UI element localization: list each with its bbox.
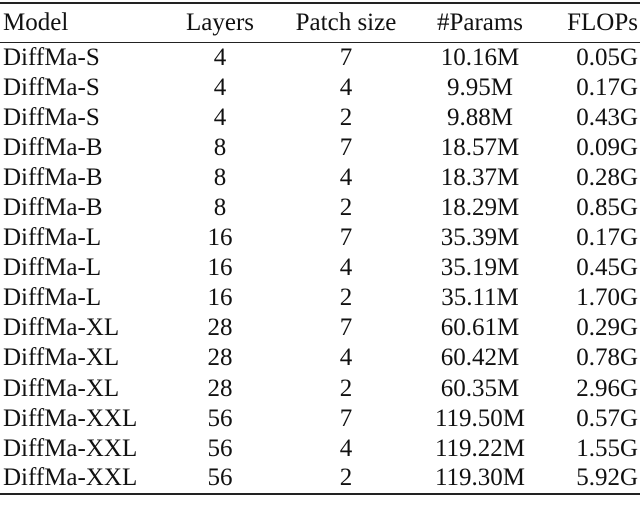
header-model: Model [3,9,69,36]
table-row: DiffMa-B 8 7 18.57M 0.09G [0,133,640,163]
table-row: DiffMa-XL 28 4 60.42M 0.78G [0,343,640,373]
cell-model: DiffMa-S [3,73,100,101]
cell-model: DiffMa-B [3,133,103,161]
cell-params: 60.35M [440,374,520,402]
cell-model: DiffMa-XXL [3,434,138,462]
cell-flops: 2.96G [576,374,638,402]
cell-patch-size: 2 [339,284,353,312]
cell-flops: 0.57G [576,404,638,432]
cell-flops: 0.78G [576,344,638,372]
cell-layers: 28 [207,314,233,342]
cell-patch-size: 7 [339,314,353,342]
cell-layers: 28 [207,374,233,402]
cell-flops: 0.05G [576,43,638,71]
table-header: Model Layers Patch size #Params FLOPs [0,3,640,43]
cell-model: DiffMa-S [3,43,100,71]
cell-params: 119.22M [434,434,526,462]
cell-layers: 4 [213,73,227,101]
cell-layers: 16 [207,284,233,312]
cell-params: 35.11M [441,284,519,312]
cell-layers: 8 [213,163,227,191]
cell-params: 60.61M [440,314,520,342]
table-row: DiffMa-B 8 4 18.37M 0.28G [0,163,640,193]
header-layers: Layers [185,9,255,36]
table-row: DiffMa-S 4 7 10.16M 0.05G [0,43,640,73]
cell-flops: 0.17G [576,73,638,101]
cell-params: 9.88M [447,103,513,131]
cell-layers: 56 [207,434,233,462]
cell-patch-size: 4 [339,344,353,372]
cell-flops: 0.43G [576,103,638,131]
cell-flops: 1.70G [576,284,638,312]
table-row: DiffMa-S 4 2 9.88M 0.43G [0,103,640,133]
cell-model: DiffMa-XL [3,374,120,402]
cell-layers: 4 [213,43,227,71]
cell-patch-size: 4 [339,254,353,282]
cell-params: 35.19M [440,254,520,282]
cell-params: 35.39M [440,224,520,252]
cell-model: DiffMa-XL [3,344,120,372]
header-params: #Params [436,9,524,36]
cell-flops: 1.55G [576,434,638,462]
cell-flops: 0.09G [576,133,638,161]
header-patch-size: Patch size [295,9,397,36]
cell-params: 60.42M [440,344,520,372]
cell-model: DiffMa-B [3,194,103,222]
cell-model: DiffMa-S [3,103,100,131]
cell-layers: 4 [213,103,227,131]
cell-flops: 5.92G [576,464,638,492]
cell-model: DiffMa-XL [3,314,120,342]
cell-layers: 56 [207,464,233,492]
cell-patch-size: 4 [339,73,353,101]
table-body: DiffMa-S 4 7 10.16M 0.05G DiffMa-S 4 4 9.95M 0.17… [0,43,640,494]
header-row: Model Layers Patch size #Params FLOPs [0,3,640,43]
cell-params: 119.30M [434,464,526,492]
header-flops: FLOPs [567,9,638,36]
table-row: DiffMa-XL 28 2 60.35M 2.96G [0,374,640,404]
cell-flops: 0.28G [576,163,638,191]
cell-params: 9.95M [447,73,513,101]
table-row: DiffMa-XL 28 7 60.61M 0.29G [0,313,640,343]
table-row: DiffMa-L 16 4 35.19M 0.45G [0,253,640,283]
table-row: DiffMa-L 16 7 35.39M 0.17G [0,223,640,253]
table-row: DiffMa-L 16 2 35.11M 1.70G [0,283,640,313]
cell-patch-size: 2 [339,374,353,402]
cell-layers: 56 [207,404,233,432]
cell-patch-size: 7 [339,224,353,252]
cell-layers: 8 [213,133,227,161]
cell-layers: 28 [207,344,233,372]
cell-flops: 0.29G [576,314,638,342]
table-row: DiffMa-XXL 56 4 119.22M 1.55G [0,434,640,464]
table-row: DiffMa-XXL 56 7 119.50M 0.57G [0,404,640,434]
table-row: DiffMa-XXL 56 2 119.30M 5.92G [0,464,640,494]
cell-flops: 0.45G [576,254,638,282]
cell-patch-size: 7 [339,43,353,71]
cell-layers: 16 [207,224,233,252]
cell-patch-size: 4 [339,163,353,191]
cell-patch-size: 7 [339,404,353,432]
cell-model: DiffMa-L [3,224,102,252]
cell-params: 18.37M [440,163,520,191]
cell-patch-size: 2 [339,464,353,492]
cell-model: DiffMa-XXL [3,404,138,432]
cell-patch-size: 2 [339,194,353,222]
cell-layers: 8 [213,194,227,222]
cell-model: DiffMa-B [3,163,103,191]
cell-patch-size: 4 [339,434,353,462]
cell-model: DiffMa-XXL [3,464,138,492]
table-row: DiffMa-B 8 2 18.29M 0.85G [0,193,640,223]
cell-model: DiffMa-L [3,254,102,282]
cell-flops: 0.85G [576,194,638,222]
model-config-table: Model Layers Patch size #Params FLOPs Di… [0,2,640,495]
cell-flops: 0.17G [576,224,638,252]
cell-layers: 16 [207,254,233,282]
cell-params: 119.50M [434,404,526,432]
cell-params: 10.16M [440,43,520,71]
table-row: DiffMa-S 4 4 9.95M 0.17G [0,73,640,103]
cell-params: 18.29M [440,194,520,222]
cell-params: 18.57M [440,133,520,161]
cell-model: DiffMa-L [3,284,102,312]
cell-patch-size: 7 [339,133,353,161]
cell-patch-size: 2 [339,103,353,131]
